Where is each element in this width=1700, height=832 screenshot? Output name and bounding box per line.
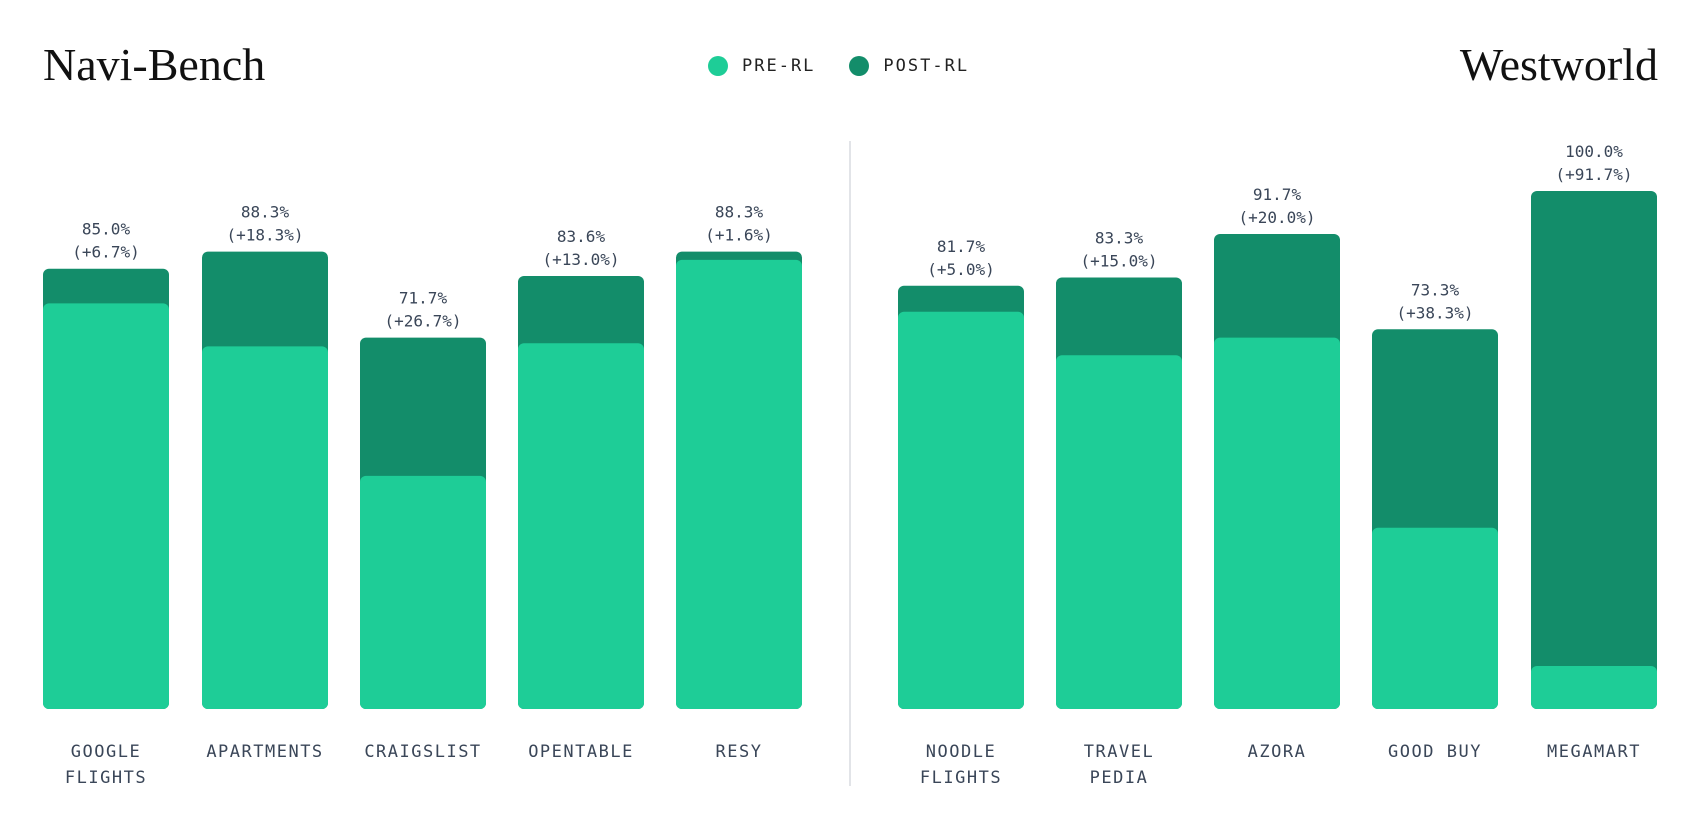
chart-title-navi-bench: Navi-Bench bbox=[43, 39, 266, 90]
category-label-craigslist: CRAIGSLIST bbox=[364, 742, 481, 762]
delta-label-google-flights: (+6.7%) bbox=[72, 243, 139, 262]
legend-item-post-rl: POST-RL bbox=[849, 56, 969, 76]
value-label-megamart: 100.0% bbox=[1565, 142, 1623, 161]
delta-label-megamart: (+91.7%) bbox=[1555, 165, 1632, 184]
legend-label-post-rl: POST-RL bbox=[883, 56, 970, 76]
category-label-opentable: OPENTABLE bbox=[528, 742, 634, 762]
delta-label-azora: (+20.0%) bbox=[1238, 208, 1315, 227]
delta-label-opentable: (+13.0%) bbox=[542, 250, 619, 269]
bar-pre-rl-google-flights bbox=[43, 303, 169, 709]
bar-post-rl-megamart bbox=[1531, 191, 1657, 709]
bar-pre-rl-noodle-flights bbox=[898, 311, 1024, 709]
value-label-resy: 88.3% bbox=[715, 203, 764, 222]
delta-label-good-buy: (+38.3%) bbox=[1396, 303, 1473, 322]
bar-pre-rl-megamart bbox=[1531, 666, 1657, 709]
value-label-azora: 91.7% bbox=[1253, 185, 1302, 204]
category-label-good-buy: GOOD BUY bbox=[1388, 742, 1482, 762]
category-label-google-flights: FLIGHTS bbox=[65, 768, 147, 788]
chart-title-westworld: Westworld bbox=[1459, 39, 1658, 90]
category-label-noodle-flights: FLIGHTS bbox=[920, 768, 1002, 788]
delta-label-craigslist: (+26.7%) bbox=[384, 312, 461, 331]
category-label-travel-pedia: TRAVEL bbox=[1084, 742, 1154, 762]
legend: PRE-RL POST-RL bbox=[708, 56, 969, 76]
category-label-travel-pedia: PEDIA bbox=[1090, 768, 1149, 788]
category-label-apartments: APARTMENTS bbox=[206, 742, 323, 762]
value-label-apartments: 88.3% bbox=[241, 203, 290, 222]
value-label-craigslist: 71.7% bbox=[399, 289, 448, 308]
bar-pre-rl-azora bbox=[1214, 337, 1340, 709]
value-label-travel-pedia: 83.3% bbox=[1095, 229, 1144, 248]
category-label-megamart: MEGAMART bbox=[1547, 742, 1641, 762]
category-label-google-flights: GOOGLE bbox=[71, 742, 141, 762]
bar-pre-rl-resy bbox=[676, 259, 802, 709]
category-label-resy: RESY bbox=[716, 742, 763, 762]
delta-label-noodle-flights: (+5.0%) bbox=[927, 260, 994, 279]
legend-label-pre-rl: PRE-RL bbox=[742, 56, 816, 76]
category-label-noodle-flights: NOODLE bbox=[926, 742, 996, 762]
bar-pre-rl-craigslist bbox=[360, 475, 486, 709]
value-label-google-flights: 85.0% bbox=[82, 220, 131, 239]
legend-item-pre-rl: PRE-RL bbox=[708, 56, 815, 76]
value-label-noodle-flights: 81.7% bbox=[937, 237, 986, 256]
delta-label-apartments: (+18.3%) bbox=[226, 226, 303, 245]
delta-label-resy: (+1.6%) bbox=[705, 226, 772, 245]
value-label-good-buy: 73.3% bbox=[1411, 280, 1460, 299]
bar-pre-rl-good-buy bbox=[1372, 527, 1498, 709]
delta-label-travel-pedia: (+15.0%) bbox=[1080, 252, 1157, 271]
legend-swatch-post-rl bbox=[849, 56, 870, 76]
legend-swatch-pre-rl bbox=[708, 56, 728, 76]
bar-pre-rl-opentable bbox=[518, 343, 644, 709]
value-label-opentable: 83.6% bbox=[557, 227, 606, 246]
bar-pre-rl-apartments bbox=[202, 346, 328, 709]
category-label-azora: AZORA bbox=[1248, 742, 1307, 762]
bar-pre-rl-travel-pedia bbox=[1056, 355, 1182, 709]
